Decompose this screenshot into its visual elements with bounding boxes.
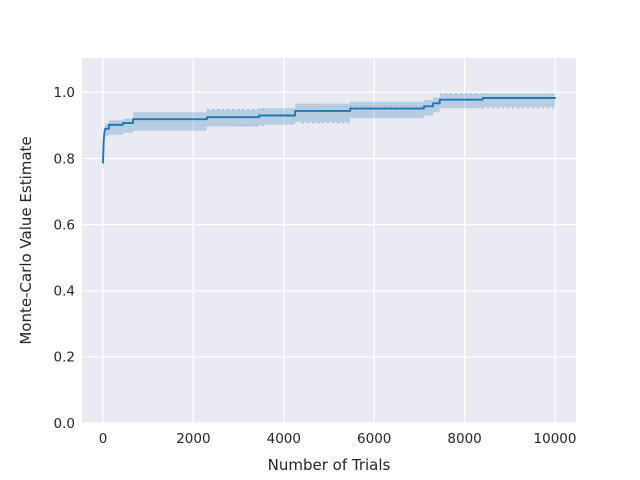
y-tick-label: 0.2 — [54, 350, 75, 366]
estimate-line — [102, 97, 556, 164]
y-tick-label: 0.8 — [54, 151, 75, 167]
y-tick-label: 0.0 — [54, 416, 75, 432]
x-tick-label: 10000 — [534, 431, 577, 447]
y-tick-labels: 0.0 0.2 0.4 0.6 0.8 1.0 — [54, 85, 75, 432]
gridlines — [82, 58, 576, 424]
x-tick-label: 2000 — [176, 431, 210, 447]
x-tick-label: 6000 — [357, 431, 391, 447]
y-tick-label: 0.4 — [54, 284, 75, 300]
x-tick-label: 4000 — [267, 431, 301, 447]
x-tick-label: 8000 — [447, 431, 481, 447]
x-axis-label: Number of Trials — [268, 456, 391, 474]
y-tick-label: 0.6 — [54, 217, 75, 233]
y-axis-label: Monte-Carlo Value Estimate — [17, 136, 35, 344]
confidence-band — [103, 93, 555, 168]
x-tick-labels: 0 2000 4000 6000 8000 10000 — [99, 431, 577, 447]
y-tick-label: 1.0 — [54, 85, 75, 101]
x-tick-label: 0 — [99, 431, 108, 447]
band-edge-marks — [207, 93, 555, 126]
